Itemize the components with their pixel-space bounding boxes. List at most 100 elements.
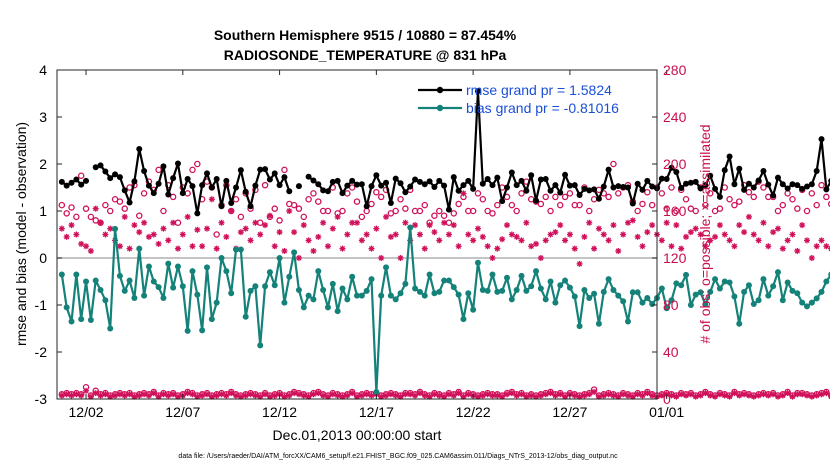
obs-assimilated-point: [547, 390, 554, 397]
obs-assimilated-point: [412, 222, 419, 229]
obs-possible-point: [610, 160, 617, 168]
bias-point: [663, 305, 670, 312]
obs-possible-point: [489, 210, 496, 217]
rmse-point: [470, 185, 477, 192]
obs-possible-point: [213, 231, 220, 238]
obs-possible-point: [169, 193, 177, 201]
obs-assimilated-point: [707, 392, 714, 399]
rmse-point: [591, 186, 598, 193]
bias-point: [731, 293, 738, 300]
obs-assimilated-point: [252, 219, 259, 226]
bias-point: [620, 298, 627, 305]
obs-assimilated-point: [324, 393, 331, 400]
obs-assimilated-point: [721, 392, 728, 399]
obs-assimilated-point: [445, 391, 452, 398]
rmse-point: [363, 203, 370, 210]
bias-point: [513, 286, 520, 293]
rmse-point: [160, 163, 167, 170]
rmse-point: [407, 183, 414, 190]
obs-assimilated-point: [470, 237, 477, 244]
bias-point: [276, 255, 283, 261]
rmse-point: [412, 176, 419, 183]
bias-point: [465, 290, 472, 297]
obs-possible-point: [663, 205, 670, 212]
obs-assimilated-point: [736, 222, 743, 229]
obs-assimilated-point: [794, 391, 801, 398]
obs-assimilated-point: [755, 392, 762, 399]
obs-possible-point: [136, 212, 143, 219]
obs-assimilated-point: [150, 231, 157, 238]
obs-possible-point: [566, 190, 574, 197]
obs-assimilated-point: [813, 392, 820, 399]
bias-point: [455, 291, 462, 298]
rmse-point: [736, 165, 743, 172]
rmse-point: [295, 183, 302, 190]
obs-assimilated-point: [537, 392, 544, 399]
obs-assimilated-point: [562, 393, 569, 400]
bias-point: [484, 287, 491, 294]
rmse-point: [595, 195, 602, 202]
obs-assimilated-point: [218, 391, 225, 398]
obs-assimilated-point: [489, 255, 496, 261]
rmse-point: [204, 170, 210, 177]
bias-point: [73, 271, 80, 278]
bias-point: [295, 286, 302, 293]
obs-assimilated-point: [620, 231, 627, 238]
obs-assimilated-point: [78, 392, 85, 399]
rmse-point: [271, 170, 278, 177]
rmse-point: [600, 183, 607, 190]
obs-possible-point: [682, 195, 690, 203]
y-left-tick-label: 3: [39, 109, 47, 125]
obs-assimilated-point: [276, 229, 283, 236]
obs-assimilated-point: [383, 392, 390, 399]
rmse-point: [644, 177, 651, 184]
obs-assimilated-point: [160, 225, 167, 232]
bias-point: [228, 290, 235, 297]
rmse-point: [145, 182, 152, 189]
obs-assimilated-point: [228, 208, 235, 214]
obs-possible-point: [160, 207, 167, 215]
obs-assimilated-point: [450, 222, 457, 229]
rmse-point: [523, 187, 530, 194]
rmse-point: [813, 168, 820, 175]
obs-possible-point: [106, 207, 114, 215]
rmse-point: [213, 176, 220, 183]
bias-point: [271, 282, 278, 289]
obs-possible-point: [639, 200, 646, 208]
obs-assimilated-point: [416, 231, 423, 238]
rmse-point: [397, 180, 404, 187]
chart-title-line2: RADIOSONDE_TEMPERATURE @ 831 hPa: [224, 47, 507, 63]
rmse-point: [726, 153, 733, 160]
rmse-point: [237, 167, 244, 174]
obs-assimilated-point: [702, 390, 709, 397]
obs-possible-point: [368, 200, 375, 208]
bias-point: [349, 273, 356, 280]
series-layer: [58, 88, 830, 400]
bias-point: [557, 282, 564, 289]
bias-point: [145, 263, 152, 270]
obs-assimilated-point: [102, 231, 109, 238]
rmse-point: [155, 180, 162, 187]
plot-frame: [56, 69, 658, 400]
obs-assimilated-point: [141, 391, 148, 398]
bias-point: [678, 282, 685, 289]
obs-possible-point: [353, 198, 361, 205]
bias-point: [537, 285, 544, 292]
obs-assimilated-point: [363, 391, 370, 398]
bias-point: [387, 292, 394, 299]
obs-assimilated-point: [542, 237, 549, 244]
obs-assimilated-point: [199, 392, 206, 399]
obs-assimilated-point: [431, 229, 438, 236]
obs-possible-point: [305, 195, 312, 203]
obs-assimilated-point: [624, 219, 631, 226]
obs-assimilated-point: [281, 393, 288, 400]
bias-point: [213, 299, 220, 306]
y-left-tick-label: -3: [35, 391, 48, 407]
obs-assimilated-point: [687, 229, 694, 236]
bias-point: [813, 295, 820, 302]
rmse-point: [247, 203, 254, 210]
rmse-point: [489, 182, 496, 189]
bias-point: [368, 276, 375, 283]
obs-assimilated-point: [552, 229, 559, 236]
obs-assimilated-point: [83, 243, 90, 250]
